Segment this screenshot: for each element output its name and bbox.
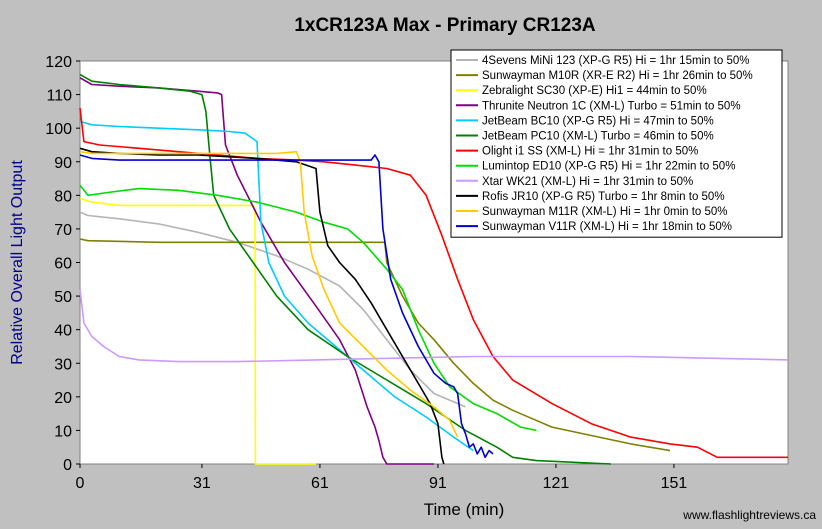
x-tick-label: 121	[543, 475, 570, 492]
legend-entry: JetBeam PC10 (XM-L) Turbo = 46min to 50%	[482, 131, 714, 143]
series-line-10	[79, 147, 445, 465]
series-line-1	[79, 211, 466, 408]
y-tick-label: 40	[54, 323, 72, 340]
y-tick-label: 90	[54, 155, 72, 172]
chart-title: 1xCR123A Max - Primary CR123A	[294, 15, 596, 36]
y-tick-label: 20	[54, 390, 72, 407]
series-line-7	[79, 107, 788, 459]
series-line-9	[79, 289, 789, 363]
x-tick-label: 0	[76, 475, 85, 492]
series-line-11	[79, 150, 459, 438]
y-tick-label: 70	[54, 222, 72, 239]
x-tick-label: 61	[311, 475, 329, 492]
series-line-8	[79, 184, 537, 432]
legend-entry: Olight i1 SS (XM-L) Hi = 1hr 31min to 50…	[482, 146, 698, 158]
legend-entry: Zebralight SC30 (XP-E) Hi1 = 44min to 50…	[482, 85, 707, 97]
y-tick-label: 80	[54, 188, 72, 205]
legend: 4Sevens MiNi 123 (XP-G R5) Hi = 1hr 15mi…	[450, 49, 783, 238]
legend-entry: Sunwayman M11R (XM-L) Hi = 1hr 0min to 5…	[482, 206, 728, 218]
x-tick-label: 151	[661, 475, 688, 492]
y-tick-label: 50	[54, 289, 72, 306]
legend-box	[450, 49, 783, 238]
series-line-5	[79, 120, 474, 452]
legend-entry: Sunwayman V11R (XM-L) Hi = 1hr 18min to …	[482, 221, 732, 233]
y-tick-label: 0	[63, 457, 72, 474]
y-axis-label: Relative Overall Light Output	[9, 160, 26, 365]
y-tick-label: 30	[54, 356, 72, 373]
legend-entry: Rofis JR10 (XP-G R5) Turbo = 1hr 8min to…	[482, 191, 725, 203]
legend-entry: Thrunite Neutron 1C (XM-L) Turbo = 51min…	[482, 100, 741, 112]
x-axis-ticks: 0 31 61 91 121 151	[76, 464, 688, 492]
watermark: www.flashlightreviews.ca	[682, 508, 816, 522]
y-tick-label: 110	[46, 88, 72, 105]
y-tick-label: 100	[45, 121, 72, 138]
legend-entry: JetBeam BC10 (XP-G R5) Hi = 47min to 50%	[482, 115, 714, 127]
series-line-2	[79, 238, 671, 452]
x-axis-label: Time (min)	[424, 500, 505, 519]
legend-entry: Xtar WK21 (XM-L) Hi = 1hr 31min to 50%	[482, 176, 693, 188]
y-axis-ticks: 0 10 20 30 40 50 60 70 80 90 100 110 120	[45, 54, 80, 474]
series-lines	[79, 73, 789, 465]
y-tick-label: 10	[54, 423, 72, 440]
legend-entry: Lumintop ED10 (XP-G R5) Hi = 1hr 22min t…	[482, 161, 735, 173]
series-line-12	[79, 154, 494, 459]
legend-entry: 4Sevens MiNi 123 (XP-G R5) Hi = 1hr 15mi…	[482, 55, 750, 67]
y-tick-label: 120	[45, 54, 72, 71]
legend-entry: Sunwayman M10R (XR-E R2) Hi = 1hr 26min …	[482, 70, 753, 82]
x-tick-label: 91	[429, 475, 447, 492]
series-line-6	[79, 73, 612, 465]
y-tick-label: 60	[54, 256, 72, 273]
x-tick-label: 31	[193, 475, 211, 492]
